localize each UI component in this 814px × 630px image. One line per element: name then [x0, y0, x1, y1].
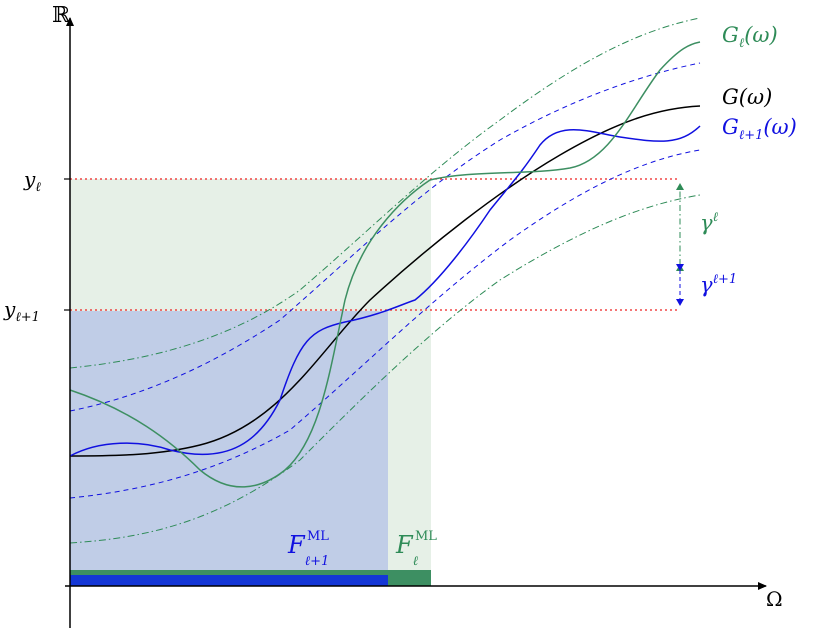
y-axis-label: ℝ: [52, 3, 71, 28]
label-G-l: Gℓ(ω): [722, 23, 778, 51]
label-gamma-l: γℓ: [700, 210, 719, 235]
label-F-l: Fℓ: [395, 531, 419, 569]
region-F-l1-fill: [70, 311, 388, 579]
label-F-l1: Fℓ+1: [287, 531, 329, 569]
label-F-l-sup: ML: [415, 529, 437, 544]
label-G: G(ω): [722, 85, 772, 109]
curve-G-l: [69, 41, 701, 488]
band-upper-G-l: [69, 17, 701, 369]
band-upper-G-l1: [69, 62, 701, 412]
bar-F-l1: [70, 575, 388, 586]
label-y-l1: yℓ+1: [3, 297, 40, 325]
label-F-l1-sup: ML: [307, 529, 329, 544]
curve-G-l1: [69, 125, 701, 457]
band-lower-G-l: [69, 194, 701, 544]
band-lower-G-l1: [69, 149, 701, 499]
label-G-l1: Gℓ+1(ω): [722, 115, 797, 143]
x-axis-label: Ω: [766, 587, 783, 611]
label-y-l: yℓ: [23, 167, 41, 195]
label-gamma-l1: γℓ+1: [700, 272, 737, 297]
